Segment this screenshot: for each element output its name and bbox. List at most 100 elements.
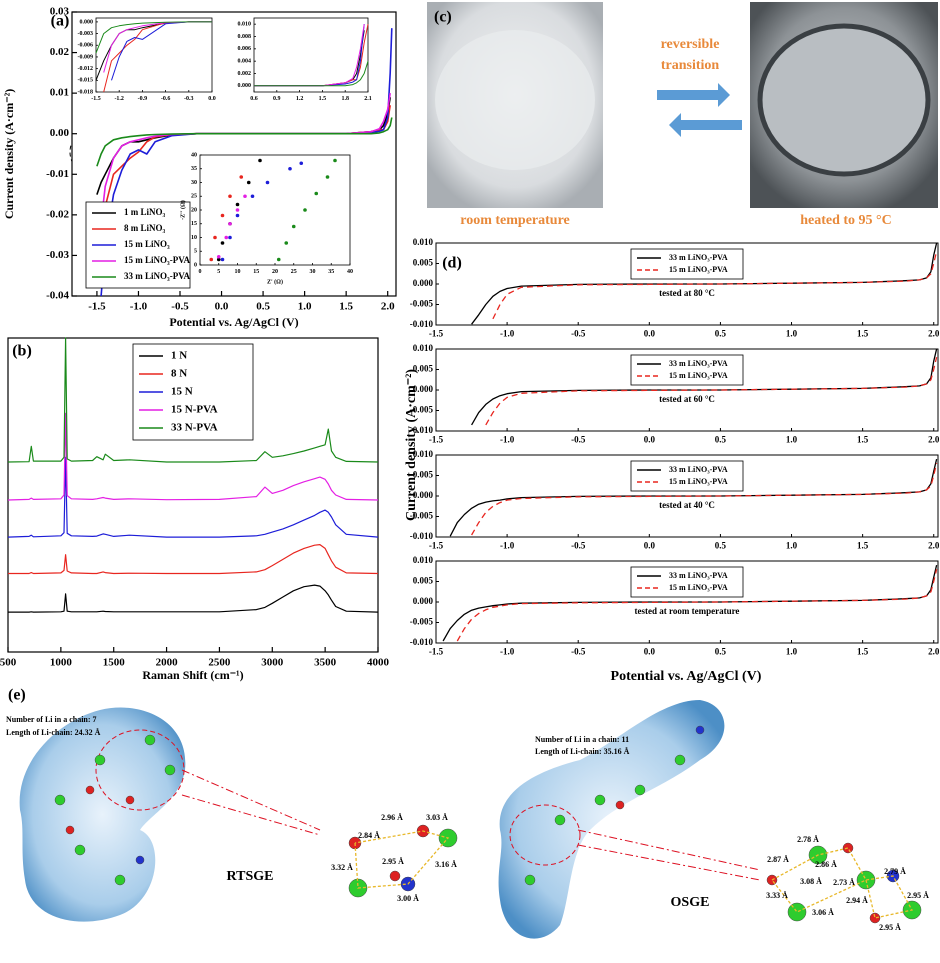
series-line — [8, 544, 379, 575]
y-tick-label: -0.010 — [410, 319, 434, 329]
y-tick-label: 0.010 — [238, 22, 252, 28]
chain-info: Length of Li-chain: 35.16 Å — [535, 747, 630, 756]
x-tick-label: 1.2 — [296, 96, 304, 102]
legend-box — [630, 354, 744, 386]
legend-label: 8 N — [171, 368, 187, 380]
x-tick-label: 0.0 — [644, 646, 656, 656]
x-tick-label: 3500 — [314, 656, 337, 668]
x-tick-label: 0.5 — [715, 434, 727, 444]
y-tick-label: 0.005 — [413, 364, 434, 374]
x-tick-label: 0.0 — [215, 300, 229, 312]
x-tick-label: 10 — [235, 269, 241, 275]
x-tick-label: -1.5 — [429, 540, 444, 550]
transition-label: transition — [661, 58, 720, 73]
legend-label: 1 m LiNO₃ — [124, 207, 166, 217]
bond-length: 3.03 Å — [426, 813, 448, 822]
legend-label: 33 N-PVA — [171, 422, 218, 434]
x-tick-label: 0.5 — [715, 328, 727, 338]
y-tick-label: -0.005 — [410, 511, 434, 521]
y-axis-label: Current density (A·cm⁻²) — [2, 89, 16, 219]
x-tick-label: 1.5 — [339, 300, 353, 312]
bond-length: 3.33 Å — [766, 891, 788, 900]
series-line — [456, 569, 938, 642]
y-tick-label: 20 — [191, 207, 197, 213]
y-tick-label: 40 — [191, 152, 197, 158]
y-tick-label: -0.010 — [410, 637, 434, 647]
series-line — [7, 456, 379, 538]
x-tick-label: 1.5 — [857, 540, 869, 550]
scatter-point — [325, 175, 330, 179]
x-tick-label: -0.5 — [571, 434, 586, 444]
bond-length: 3.00 Å — [397, 894, 419, 903]
x-tick-label: 0.6 — [250, 96, 258, 102]
y-axis-label: Current density (A·cm⁻²) — [404, 369, 419, 521]
scatter-point — [258, 158, 262, 163]
y-tick-label: 0.000 — [413, 278, 434, 288]
liquid — [757, 23, 931, 177]
x-tick-label: 1.0 — [786, 434, 798, 444]
y-tick-label: -0.04 — [46, 290, 69, 302]
x-tick-label: -1.5 — [91, 96, 101, 102]
y-tick-label: 0.010 — [413, 449, 434, 459]
photo-caption: room temperature — [460, 213, 570, 228]
x-tick-label: 1.0 — [786, 646, 798, 656]
x-axis-label: Z' (Ω) — [267, 278, 283, 285]
annotation: tested at 40 °C — [659, 500, 715, 510]
bond-length: 2.95 Å — [382, 857, 404, 866]
legend-label: 33 m LiNO₃-PVA — [669, 465, 728, 474]
legend-label: 33 m LiNO₃-PVA — [669, 253, 728, 262]
panel-label: (d) — [442, 255, 462, 272]
x-tick-label: 35 — [328, 269, 334, 275]
x-tick-label: 0.5 — [715, 540, 727, 550]
scatter-point — [284, 241, 289, 245]
bond-length: 3.16 Å — [435, 860, 457, 869]
x-tick-label: 1.0 — [786, 328, 798, 338]
legend-box — [630, 566, 744, 598]
series-line — [485, 357, 938, 426]
x-tick-label: 3000 — [261, 656, 284, 668]
series-line — [7, 337, 379, 463]
panel-label: (c) — [434, 9, 452, 26]
y-tick-label: -0.005 — [410, 405, 434, 415]
x-tick-label: 0 — [199, 269, 202, 275]
y-tick-label: -0.006 — [78, 43, 94, 49]
x-tick-label: -1.5 — [429, 646, 444, 656]
chain-info: Length of Li-chain: 24.32 Å — [6, 728, 101, 737]
y-tick-label: 0 — [194, 262, 197, 268]
bond-length: 2.78 Å — [797, 835, 819, 844]
x-tick-label: 1000 — [50, 656, 73, 668]
bond-length: 2.73 Å — [833, 878, 855, 887]
series-line — [8, 584, 379, 613]
y-tick-label: 0.005 — [413, 470, 434, 480]
legend-label: 1 N — [171, 350, 187, 362]
x-tick-label: 1.5 — [319, 96, 327, 102]
x-tick-label: 2.0 — [381, 300, 395, 312]
structure-name: OSGE — [671, 895, 710, 910]
scatter-point — [299, 161, 304, 166]
scatter-point — [288, 166, 292, 171]
x-tick-label: 1.5 — [857, 328, 869, 338]
bond-length: 2.95 Å — [907, 891, 929, 900]
y-axis-label: -Z'' (Ω) — [179, 200, 186, 220]
x-tick-label: -1.0 — [500, 646, 515, 656]
scatter-point — [216, 254, 221, 259]
x-tick-label: 1.5 — [857, 646, 869, 656]
bond-length: 3.06 Å — [812, 908, 834, 917]
y-tick-label: -0.018 — [78, 89, 94, 95]
y-tick-label: 0.03 — [50, 6, 70, 18]
annotation: tested at room temperature — [635, 606, 740, 616]
leader-line — [181, 794, 321, 836]
x-tick-label: 20 — [272, 269, 278, 275]
x-tick-label: 500 — [0, 656, 17, 668]
scatter-point — [228, 235, 232, 240]
x-tick-label: 1.0 — [298, 300, 312, 312]
y-tick-label: 0.008 — [238, 34, 252, 40]
x-tick-label: 0.0 — [208, 96, 216, 102]
scatter-point — [235, 213, 240, 218]
legend-label: 15 N — [171, 386, 193, 398]
legend-box — [630, 460, 744, 492]
y-tick-label: 0.010 — [413, 555, 434, 565]
y-tick-label: -0.005 — [410, 617, 434, 627]
highlight-circle — [95, 729, 185, 811]
bond-length: 2.86 Å — [815, 860, 837, 869]
